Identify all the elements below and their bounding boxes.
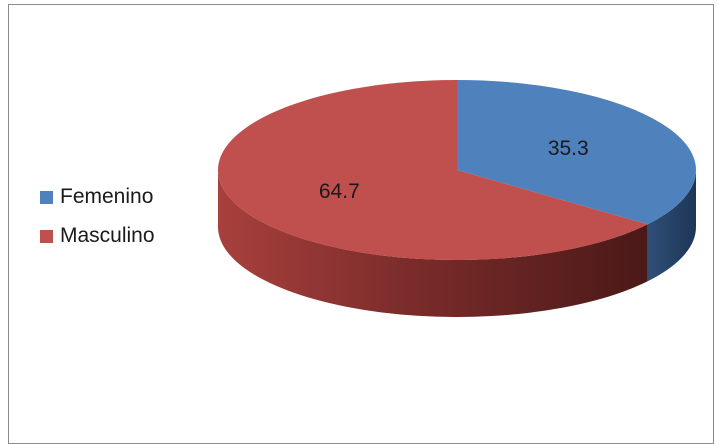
legend-item-masculino: Masculino bbox=[40, 224, 155, 247]
legend-swatch-masculino bbox=[40, 229, 53, 243]
pie-slice-femenino bbox=[457, 80, 696, 225]
pie-sides bbox=[218, 170, 696, 317]
pie-side-masculino bbox=[218, 170, 648, 317]
pie-labels: 35.3 64.7 bbox=[319, 137, 589, 203]
legend-label-masculino: Masculino bbox=[60, 224, 155, 247]
legend: Femenino Masculino bbox=[40, 185, 155, 265]
pie-tops bbox=[217, 79, 696, 260]
pie-slice-masculino bbox=[217, 79, 648, 260]
legend-label-femenino: Femenino bbox=[60, 185, 154, 208]
data-label-masculino: 64.7 bbox=[319, 180, 360, 203]
data-label-femenino: 35.3 bbox=[548, 137, 589, 160]
legend-swatch-femenino bbox=[40, 190, 53, 204]
pie-side-femenino bbox=[647, 170, 696, 282]
legend-item-femenino: Femenino bbox=[40, 185, 155, 208]
pie-chart: 35.3 64.7 bbox=[217, 79, 696, 317]
